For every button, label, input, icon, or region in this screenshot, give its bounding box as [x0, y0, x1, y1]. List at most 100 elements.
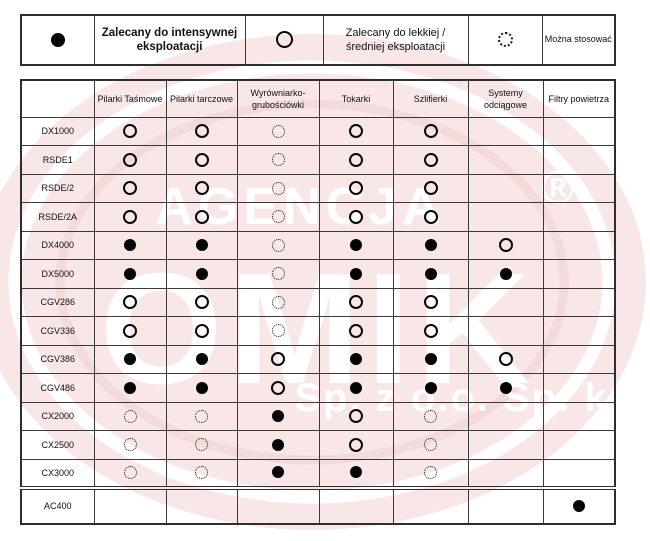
dotted-circle-icon — [424, 409, 437, 423]
empty-cell — [467, 430, 544, 460]
open-circle-icon — [498, 238, 513, 253]
dotted-circle-icon — [195, 409, 208, 423]
empty-cell — [542, 373, 616, 403]
filled-circle-cell — [165, 259, 238, 289]
filled-circle-cell — [318, 230, 394, 260]
open-circle-icon — [194, 152, 209, 167]
table-row: AC400 — [20, 485, 616, 524]
open-circle-icon — [123, 209, 137, 224]
table-row: RSDE/2 — [20, 173, 616, 203]
open-circle-icon — [349, 181, 363, 196]
filled-circle-cell — [236, 430, 320, 460]
open-circle-cell — [165, 202, 238, 232]
filled-circle-icon — [124, 239, 136, 252]
empty-cell — [236, 485, 320, 524]
empty-cell — [467, 458, 544, 488]
legend-symbol-medium-use — [244, 14, 324, 66]
open-circle-cell — [392, 173, 469, 203]
row-label: RSDE/2A — [20, 202, 95, 232]
open-circle-cell — [318, 202, 394, 232]
empty-cell — [542, 316, 616, 346]
filled-circle-cell — [392, 230, 469, 260]
empty-cell — [318, 485, 394, 524]
dotted-circle-cell — [93, 401, 167, 431]
filled-circle-icon — [424, 267, 437, 280]
dotted-circle-icon — [123, 409, 137, 423]
open-circle-icon — [194, 124, 209, 139]
legend-symbol-heavy-use — [20, 14, 95, 66]
open-circle-cell — [392, 116, 469, 146]
filled-circle-cell — [392, 344, 469, 374]
matrix-body: DX1000 RSDE1 RSDE/2 RSDE/2A DX4000 DX5000 CGV2… — [20, 116, 616, 524]
open-circle-cell — [467, 230, 544, 260]
open-circle-icon — [271, 352, 285, 367]
dotted-circle-icon — [195, 465, 208, 479]
filled-circle-cell — [165, 344, 238, 374]
open-circle-cell — [467, 344, 544, 374]
open-circle-icon — [123, 181, 137, 196]
legend-label-allowed-use: Można stosować — [541, 14, 616, 66]
open-circle-cell — [318, 287, 394, 317]
filled-circle-icon — [50, 32, 65, 47]
empty-cell — [542, 344, 616, 374]
open-circle-cell — [93, 145, 167, 175]
open-circle-cell — [392, 145, 469, 175]
open-circle-cell — [236, 344, 320, 374]
legend-table: Zalecany do intensywnej eksploatacji Zal… — [20, 14, 616, 66]
empty-cell — [467, 316, 544, 346]
open-circle-icon — [349, 295, 363, 310]
open-circle-cell — [93, 287, 167, 317]
compatibility-table: Pilarki Taśmowe Pilarki tarczowe Wyrówni… — [20, 79, 616, 525]
empty-cell — [542, 116, 616, 146]
open-circle-icon — [123, 323, 137, 338]
empty-cell — [93, 485, 167, 524]
filled-circle-icon — [350, 466, 362, 479]
col-header-systemy-odciagowe: Systemy odciągowe — [467, 79, 544, 118]
dotted-circle-cell — [236, 230, 320, 260]
table-row: CGV336 — [20, 316, 616, 346]
dotted-circle-icon — [271, 210, 285, 224]
filled-circle-icon — [124, 353, 136, 366]
filled-circle-icon — [272, 466, 284, 479]
open-circle-icon — [349, 323, 363, 338]
dotted-circle-cell — [165, 401, 238, 431]
open-circle-icon — [123, 295, 137, 310]
open-circle-icon — [194, 181, 209, 196]
filled-circle-icon — [350, 381, 362, 394]
open-circle-icon — [194, 295, 209, 310]
open-circle-icon — [423, 295, 438, 310]
dotted-circle-cell — [236, 259, 320, 289]
empty-cell — [467, 173, 544, 203]
row-label: CGV386 — [20, 344, 95, 374]
dotted-circle-cell — [392, 401, 469, 431]
empty-cell — [542, 458, 616, 488]
open-circle-icon — [194, 209, 209, 224]
dotted-circle-icon — [271, 153, 285, 167]
dotted-circle-cell — [236, 202, 320, 232]
filled-circle-icon — [195, 267, 208, 280]
filled-circle-cell — [467, 373, 544, 403]
filled-circle-icon — [124, 267, 136, 280]
open-circle-cell — [165, 316, 238, 346]
column-header-row: Pilarki Taśmowe Pilarki tarczowe Wyrówni… — [20, 79, 616, 118]
open-circle-cell — [318, 173, 394, 203]
open-circle-cell — [93, 116, 167, 146]
dotted-circle-cell — [236, 287, 320, 317]
legend-label-heavy-use: Zalecany do intensywnej eksploatacji — [93, 14, 246, 66]
filled-circle-cell — [93, 344, 167, 374]
open-circle-icon — [271, 380, 285, 395]
filled-circle-cell — [542, 485, 616, 524]
row-label: DX4000 — [20, 230, 95, 260]
empty-cell — [542, 230, 616, 260]
row-label: CGV336 — [20, 316, 95, 346]
empty-cell — [542, 401, 616, 431]
empty-cell — [542, 287, 616, 317]
table-row: CX3000 — [20, 458, 616, 488]
open-circle-cell — [165, 145, 238, 175]
dotted-circle-cell — [165, 458, 238, 488]
table-row: CGV386 — [20, 344, 616, 374]
col-header-wyrowniarko: Wyrówniarko-grubościówki — [236, 79, 320, 118]
open-circle-cell — [318, 316, 394, 346]
dotted-circle-icon — [271, 324, 285, 338]
